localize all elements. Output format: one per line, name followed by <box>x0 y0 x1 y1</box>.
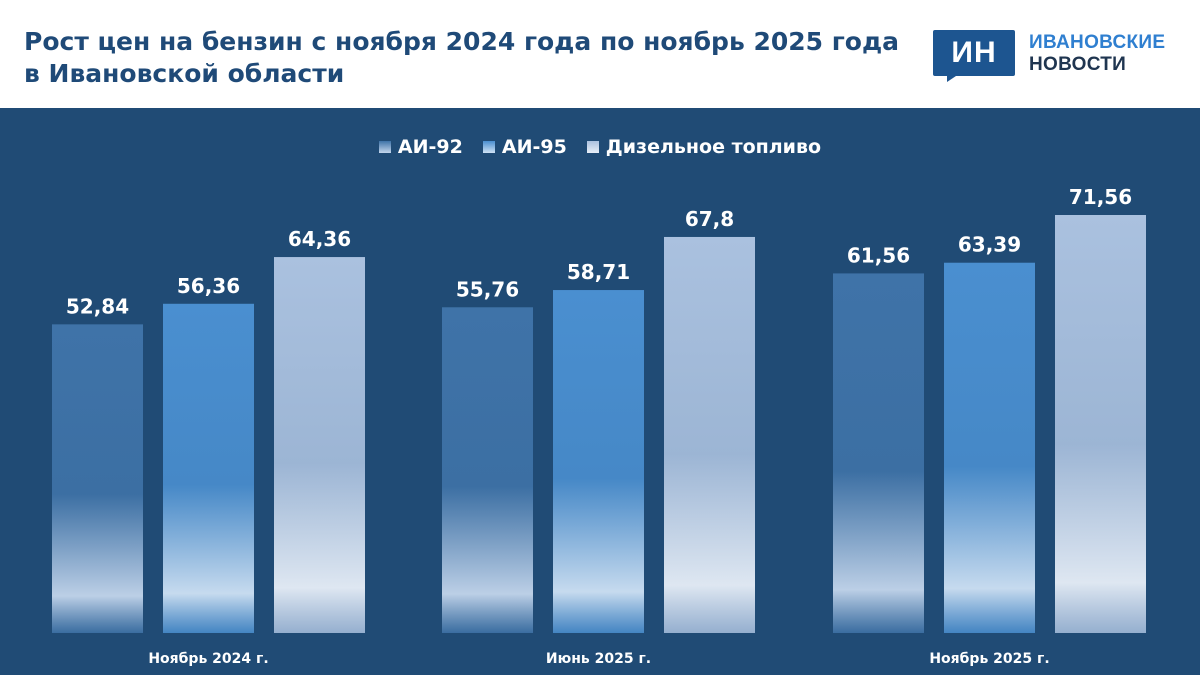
title-line-2: в Ивановской области <box>24 59 345 88</box>
bar-ai95-1 <box>163 303 254 633</box>
logo-text-line-2: НОВОСТИ <box>1029 54 1127 75</box>
logo-mark: ИН <box>933 30 1015 76</box>
data-label-diesel-1: 64,36 <box>288 227 351 251</box>
page-title: Рост цен на бензин с ноября 2024 года по… <box>24 26 924 90</box>
header: Рост цен на бензин с ноября 2024 года по… <box>0 0 1200 108</box>
legend-label-ai92: АИ-92 <box>397 136 463 158</box>
legend-swatch-ai95 <box>482 141 495 153</box>
brand-logo: ИН ИВАНОВСКИЕ НОВОСТИ <box>933 30 1173 82</box>
bar-diesel-1 <box>274 257 365 633</box>
chart-legend: АИ-92 АИ-95 Дизельное топливо <box>0 135 1200 159</box>
legend-item-ai92: АИ-92 <box>378 135 463 159</box>
legend-swatch-diesel <box>586 141 599 153</box>
bar-ai92-2 <box>442 307 533 633</box>
data-label-diesel-3: 71,56 <box>1069 185 1132 209</box>
data-label-diesel-2: 67,8 <box>685 207 734 231</box>
data-label-ai92-2: 55,76 <box>456 277 519 301</box>
category-label-2: Июнь 2025 г. <box>546 651 651 667</box>
legend-label-ai95: АИ-95 <box>501 136 567 158</box>
legend-item-ai95: АИ-95 <box>482 135 567 159</box>
data-label-ai95-3: 63,39 <box>958 233 1021 257</box>
bar-ai92-1 <box>52 324 143 633</box>
legend-label-diesel: Дизельное топливо <box>605 136 822 158</box>
bar-ai95-2 <box>553 290 644 633</box>
data-label-ai95-1: 56,36 <box>177 274 240 298</box>
bar-ai95-3 <box>944 262 1035 633</box>
data-label-ai92-1: 52,84 <box>66 294 129 318</box>
title-line-1: Рост цен на бензин с ноября 2024 года по… <box>24 27 900 56</box>
category-label-3: Ноябрь 2025 г. <box>929 651 1049 667</box>
data-label-ai92-3: 61,56 <box>847 243 910 267</box>
data-label-ai95-2: 58,71 <box>567 260 630 284</box>
logo-text-line-1: ИВАНОВСКИЕ <box>1029 32 1166 53</box>
bar-diesel-2 <box>664 236 755 633</box>
category-label-1: Ноябрь 2024 г. <box>148 651 268 667</box>
bar-diesel-3 <box>1055 215 1146 633</box>
legend-item-diesel: Дизельное топливо <box>586 135 822 159</box>
legend-swatch-ai92 <box>378 141 391 153</box>
bar-ai92-3 <box>833 273 924 633</box>
logo-speech-tail <box>947 74 959 82</box>
